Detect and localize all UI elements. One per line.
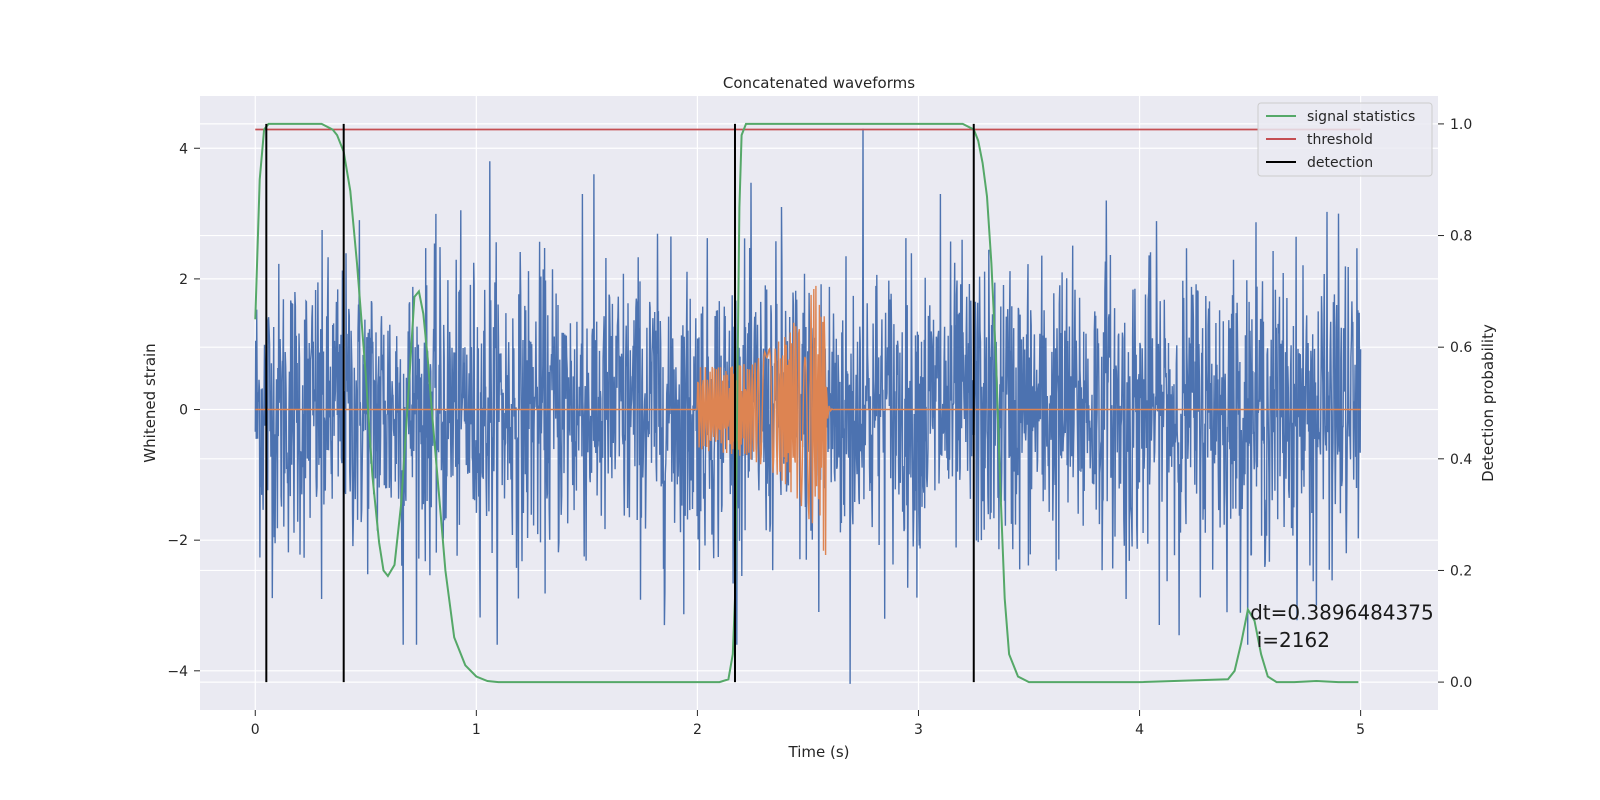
annotations: dt=0.3896484375 i=2162 — [1250, 601, 1434, 652]
legend-box — [1257, 102, 1433, 177]
y-tick-label-right: 0.2 — [1450, 563, 1472, 579]
annotation-text: i=2162 — [1257, 628, 1330, 652]
y-tick-label-right: 1.0 — [1450, 117, 1472, 133]
legend-label-threshold: threshold — [1307, 132, 1373, 148]
x-tick-label: 3 — [914, 722, 923, 738]
x-tick-label: 4 — [1135, 722, 1144, 738]
y-tick-label-right: 0.4 — [1450, 452, 1472, 468]
x-tick-label: 2 — [693, 722, 702, 738]
y-axis-label-right: Detection probability — [1479, 324, 1497, 482]
x-axis-label: Time (s) — [788, 743, 850, 761]
y-tick-label-left: 4 — [179, 141, 188, 157]
x-tick-label: 1 — [472, 722, 481, 738]
annotation-text: dt=0.3896484375 — [1250, 601, 1434, 625]
signal-statistics-line — [254, 122, 1359, 684]
y-tick-label-left: −4 — [167, 664, 188, 680]
y-tick-label-right: 0.6 — [1450, 340, 1472, 356]
legend-label-signal-statistics: signal statistics — [1307, 109, 1415, 125]
noise-series-line — [254, 128, 1362, 684]
y-tick-label-left: 2 — [179, 272, 188, 288]
legend: signal statistics threshold detection — [1257, 102, 1433, 177]
y-tick-label-left: 0 — [179, 403, 188, 419]
x-tick-label: 5 — [1356, 722, 1365, 738]
y-axis-label-left: Whitened strain — [141, 343, 159, 462]
tick-labels: 0 1 2 3 4 5 −4 −2 0 2 4 0.0 0.2 0.4 0.6 0.8 1.0 — [167, 117, 1472, 738]
chart-title: Concatenated waveforms — [723, 74, 915, 92]
chirp-series-line — [255, 285, 1361, 556]
x-tick-label: 0 — [251, 722, 260, 738]
y-tick-label-right: 0.0 — [1450, 675, 1472, 691]
legend-label-detection: detection — [1307, 155, 1373, 171]
y-tick-label-left: −2 — [167, 533, 188, 549]
series-layer — [254, 122, 1362, 684]
y-tick-label-right: 0.8 — [1450, 229, 1472, 245]
